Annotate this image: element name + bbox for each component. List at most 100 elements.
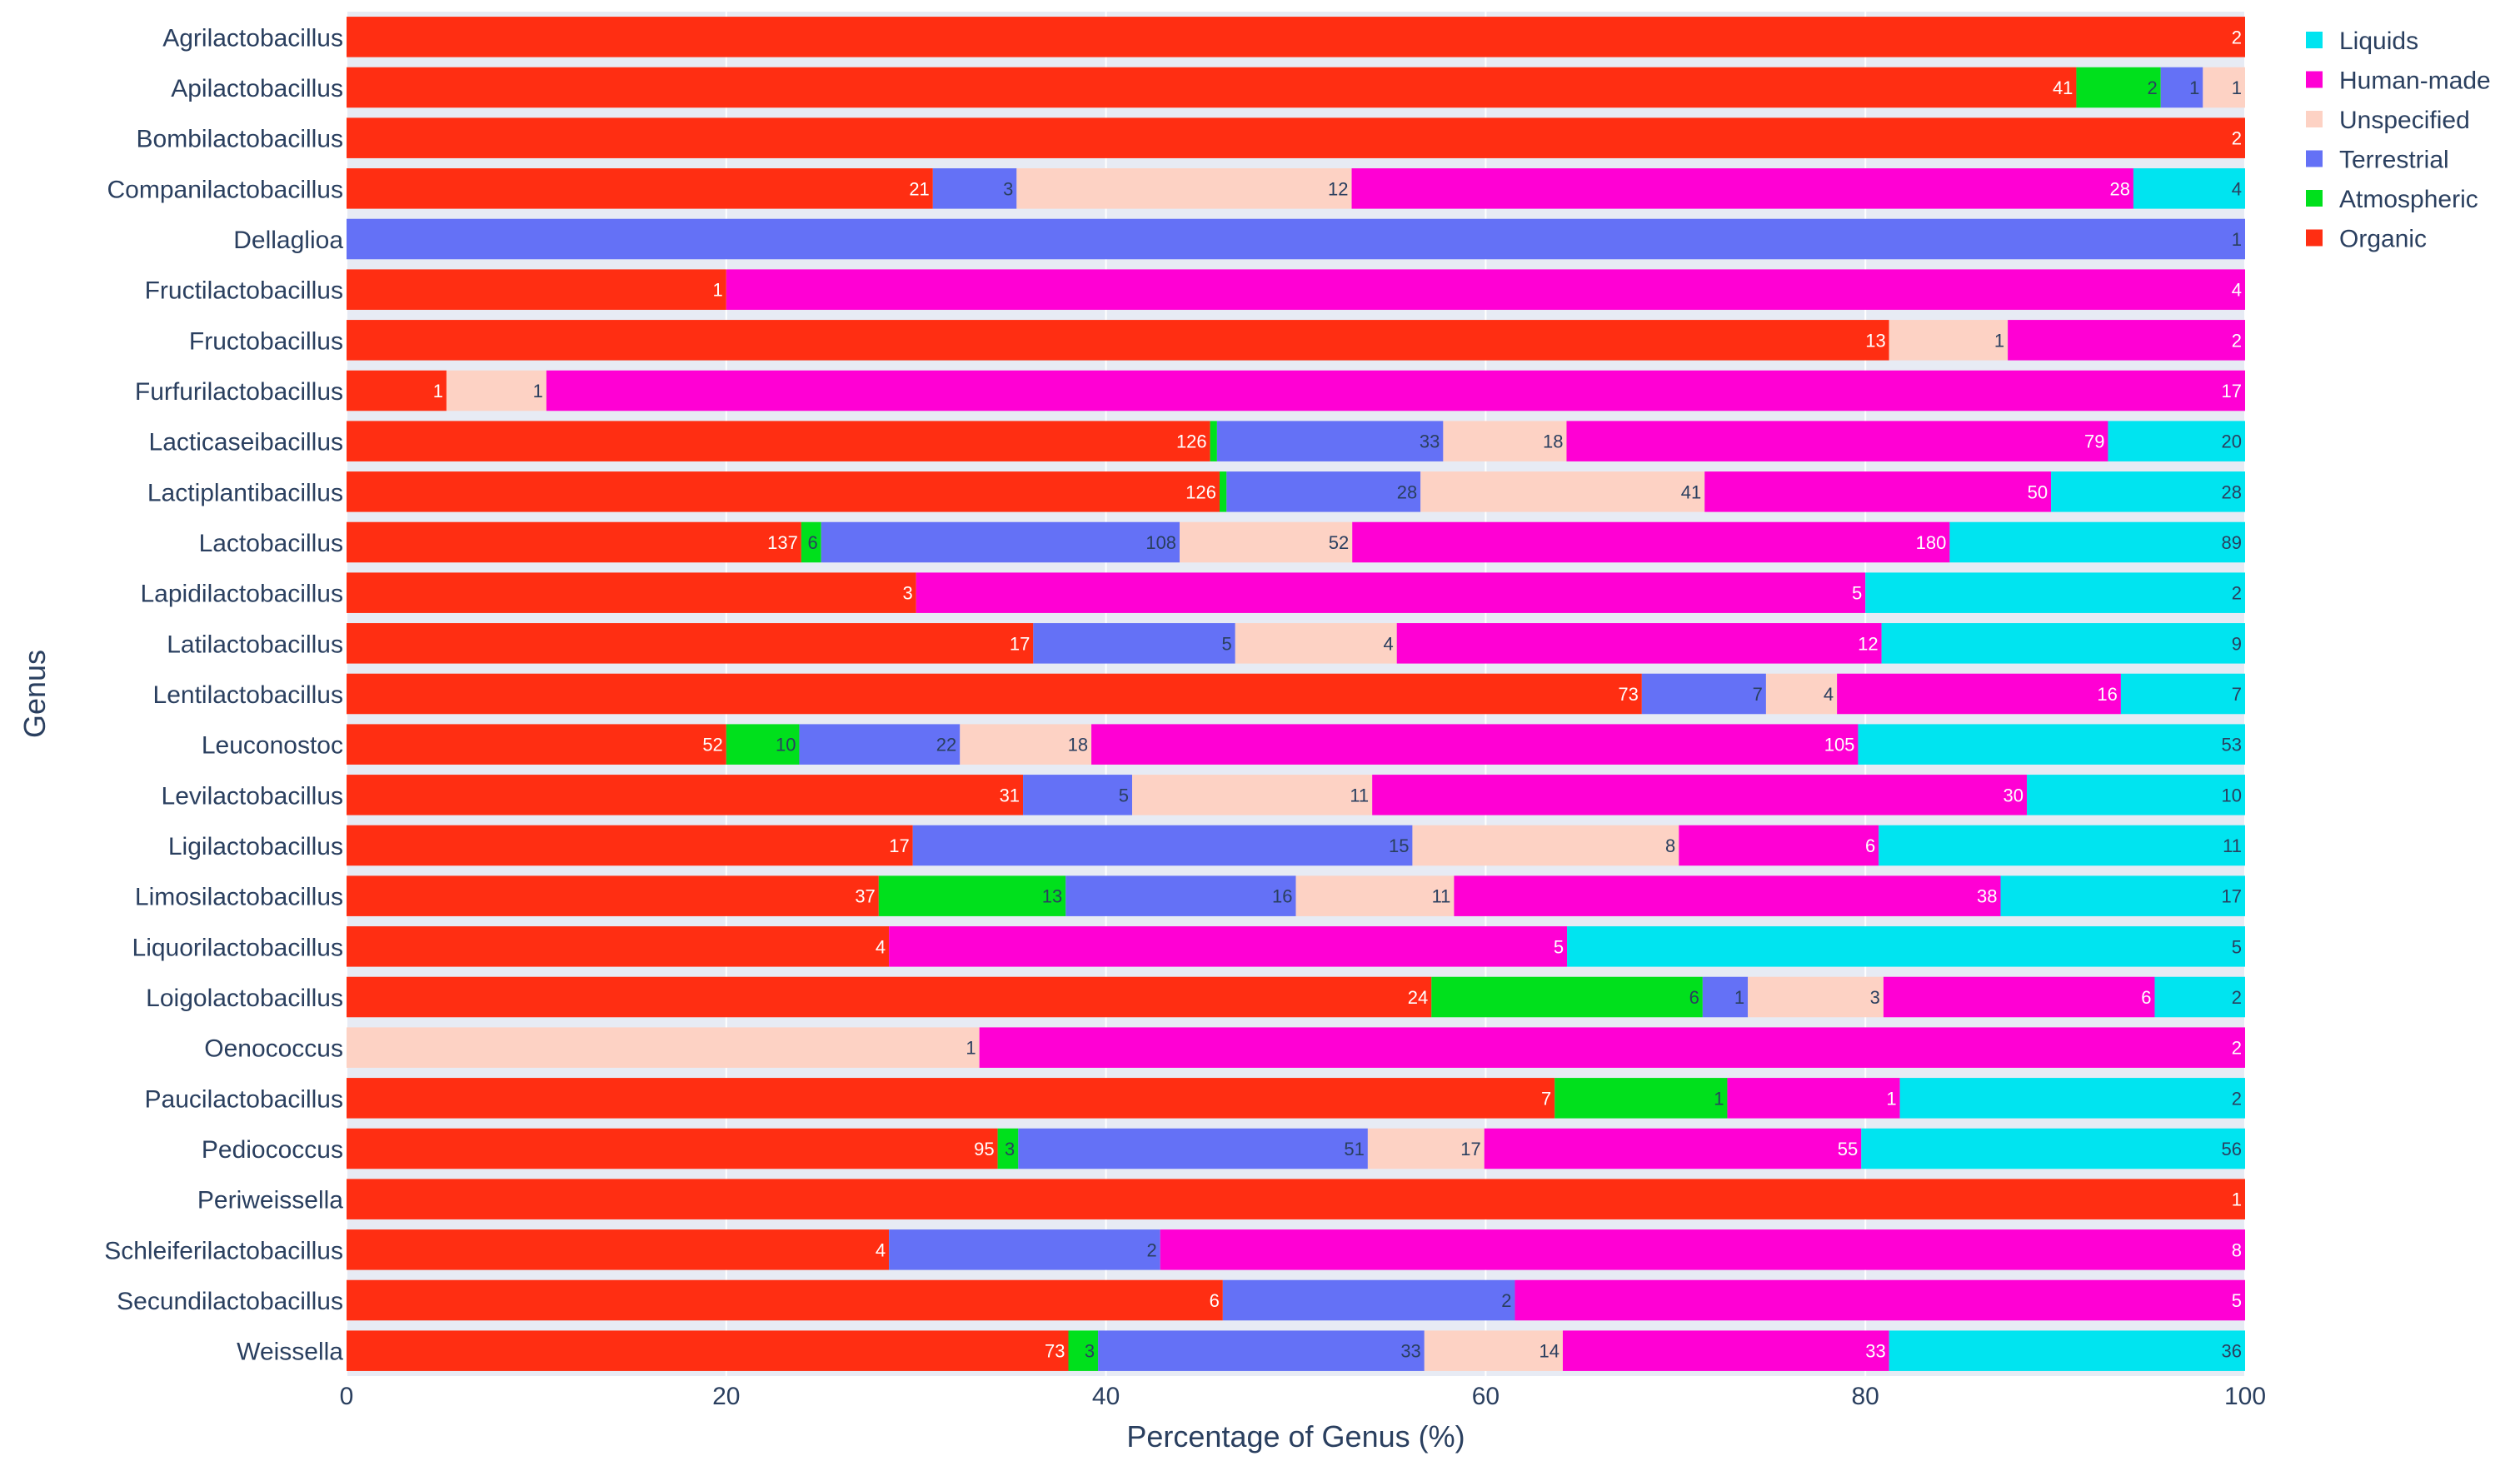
data-label: 6	[2141, 987, 2151, 1008]
data-label: 18	[1543, 431, 1563, 452]
bar-segment-human-made	[1704, 471, 2052, 512]
y-tick-label: Lentilactobacillus	[153, 681, 343, 709]
data-label: 17	[2222, 381, 2242, 401]
data-label: 41	[2053, 77, 2073, 98]
data-label: 1	[2232, 77, 2242, 98]
y-tick-label: Apilactobacillus	[171, 75, 343, 102]
bar-segment-organic	[347, 269, 726, 310]
data-label: 56	[2222, 1139, 2242, 1159]
data-label: 1	[2232, 229, 2242, 250]
bar-segment-unspecified	[347, 1027, 980, 1068]
bar-segment-organic	[347, 976, 1432, 1018]
y-tick-label: Companilactobacillus	[107, 176, 343, 203]
y-tick-label: Levilactobacillus	[162, 782, 343, 810]
bar-segment-terrestrial	[1226, 471, 1421, 512]
data-label: 2	[2232, 27, 2242, 47]
bar-segment-human-made	[1160, 1229, 2245, 1270]
bar-segment-organic	[347, 1179, 2245, 1219]
bar-segment-unspecified	[446, 370, 546, 411]
bar-segment-human-made	[979, 1027, 2245, 1068]
bar-segment-terrestrial	[1018, 1128, 1368, 1169]
bar-segment-organic	[347, 1330, 1069, 1371]
data-label: 16	[2097, 684, 2117, 705]
data-label: 4	[876, 1239, 886, 1260]
bar-segment-unspecified	[1889, 320, 2009, 361]
data-label: 3	[1870, 987, 1880, 1008]
data-label: 2	[1146, 1239, 1156, 1260]
bar-segment-human-made	[1396, 623, 1882, 664]
bar-segment-human-made	[726, 269, 2245, 310]
data-label: 10	[776, 735, 796, 755]
y-tick-label: Pediococcus	[202, 1136, 343, 1164]
data-label: 28	[2222, 481, 2242, 502]
data-label: 7	[2232, 684, 2242, 705]
y-tick-label: Limosilactobacillus	[135, 884, 343, 911]
data-label: 5	[2232, 1290, 2242, 1311]
data-label: 10	[2222, 785, 2242, 805]
data-label: 21	[909, 178, 929, 199]
bar-segment-organic	[347, 825, 913, 866]
data-label: 95	[974, 1139, 994, 1159]
data-label: 24	[1408, 987, 1428, 1008]
bar-segment-human-made	[1566, 421, 2108, 461]
bar-segment-human-made	[1352, 521, 1950, 563]
data-label: 108	[1145, 532, 1176, 553]
data-label: 30	[2004, 785, 2023, 805]
bar-segment-unspecified	[1180, 521, 1353, 563]
bar-segment-terrestrial	[1702, 976, 1749, 1018]
bar-segment-liquids	[1879, 825, 2245, 866]
data-label: 9	[2232, 633, 2242, 654]
bar-segment-unspecified	[1443, 421, 1567, 461]
bar-segment-organic	[347, 370, 447, 411]
legend-label: Human-made	[2339, 67, 2491, 95]
data-label: 17	[889, 835, 909, 856]
data-label: 4	[2232, 280, 2242, 301]
bar-segment-liquids	[2154, 976, 2245, 1018]
data-label: 53	[2222, 735, 2242, 755]
bar-segment-unspecified	[1235, 623, 1397, 664]
bar-segment-human-made	[1514, 1279, 2245, 1321]
bar-segment-human-made	[916, 572, 1866, 613]
data-label: 2	[2147, 77, 2157, 98]
data-label: 7	[1541, 1088, 1551, 1109]
data-label: 7	[1753, 684, 1763, 705]
data-label: 17	[2222, 886, 2242, 907]
legend-swatch-atmospheric	[2306, 190, 2323, 207]
y-tick-label: Leuconostoc	[202, 732, 343, 760]
bar-segment-organic	[347, 673, 1642, 715]
legend-swatch-unspecified	[2306, 111, 2323, 127]
bar-segment-unspecified	[1765, 673, 1838, 715]
bar-segment-unspecified	[1424, 1330, 1563, 1371]
data-label: 2	[2232, 128, 2242, 149]
data-label: 1	[2189, 77, 2199, 98]
y-tick-label: Lapidilactobacillus	[141, 581, 344, 608]
data-label: 180	[1916, 532, 1947, 553]
y-tick-label: Latilactobacillus	[167, 631, 343, 658]
bar-segment-human-made	[1351, 168, 2133, 209]
bar-segment-atmospheric	[726, 724, 800, 765]
data-label: 89	[2222, 532, 2242, 553]
y-tick-label: Weissella	[237, 1339, 343, 1366]
bar-segment-liquids	[1858, 724, 2245, 765]
data-label: 2	[2232, 987, 2242, 1008]
bar-segment-organic	[347, 875, 879, 916]
data-label: 33	[1400, 1341, 1420, 1362]
bar-segment-liquids	[2108, 421, 2245, 461]
y-tick-label: Fructobacillus	[189, 327, 343, 355]
bar-segment-human-made	[1091, 724, 1859, 765]
data-label: 17	[1010, 633, 1030, 654]
bar-segment-liquids	[2027, 775, 2245, 815]
y-tick-label: Agrilactobacillus	[162, 24, 343, 52]
y-tick-label: Fructilactobacillus	[145, 277, 343, 305]
bar-segment-terrestrial	[2160, 67, 2203, 108]
data-label: 126	[1176, 431, 1207, 452]
data-label: 1	[1714, 1088, 1724, 1109]
data-label: 73	[1045, 1341, 1065, 1362]
bar-segment-organic	[347, 168, 933, 209]
bar-segment-terrestrial	[1641, 673, 1766, 715]
data-label: 1	[2232, 1189, 2242, 1210]
bar-segment-atmospheric	[1554, 1078, 1728, 1119]
data-label: 55	[1838, 1139, 1858, 1159]
